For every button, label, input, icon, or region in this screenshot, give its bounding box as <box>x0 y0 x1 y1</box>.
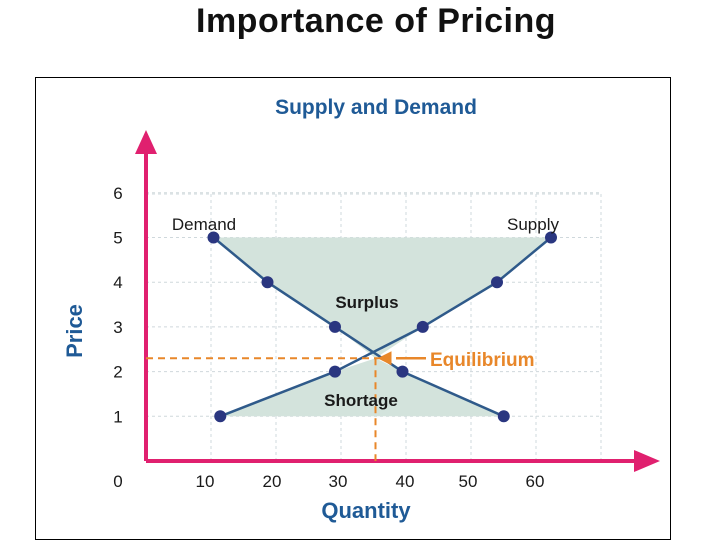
y-tick-label: 5 <box>113 229 122 248</box>
equilibrium-guides <box>146 351 426 461</box>
x-axis-arrow-icon <box>634 450 660 472</box>
x-axis-title: Quantity <box>321 498 411 523</box>
equilibrium-arrow-icon <box>377 351 392 366</box>
chart-title: Supply and Demand <box>275 96 477 119</box>
y-tick-label: 2 <box>113 363 122 382</box>
y-tick-label: 4 <box>113 273 122 292</box>
supply-point <box>214 410 227 423</box>
shortage-region <box>220 358 504 417</box>
equilibrium-label: Equilibrium <box>430 350 535 371</box>
x-tick-label: 30 <box>329 472 348 491</box>
supply-point <box>329 365 341 378</box>
demand-point <box>261 276 274 289</box>
demand-point <box>497 410 510 423</box>
chart-frame: Supply and Demand 1 2 3 4 5 6 0 10 20 30 40 50 60 Qua… <box>35 77 671 540</box>
y-tick-label: 1 <box>113 407 122 426</box>
supply-label: Supply <box>507 215 559 234</box>
y-axis-arrow-icon <box>135 130 157 154</box>
supply-point <box>545 231 557 244</box>
y-axis-title: Price <box>62 304 87 358</box>
shortage-label: Shortage <box>324 391 398 410</box>
demand-point <box>329 320 341 333</box>
x-tick-label: 50 <box>459 472 478 491</box>
demand-point <box>207 231 220 244</box>
supply-point <box>416 320 429 333</box>
demand-label: Demand <box>172 215 236 234</box>
x-tick-label: 40 <box>396 472 415 491</box>
surplus-region <box>213 237 551 359</box>
axes <box>135 130 660 472</box>
x-tick-label: 60 <box>526 472 545 491</box>
x-tick-label: 0 <box>113 472 122 491</box>
supply-point <box>491 276 503 289</box>
y-tick-label: 3 <box>113 318 122 337</box>
surplus-label: Surplus <box>335 293 398 312</box>
series-markers <box>207 231 557 423</box>
demand-point <box>396 365 409 378</box>
regions <box>213 237 551 417</box>
x-tick-label: 10 <box>196 472 215 491</box>
y-tick-label: 6 <box>113 184 122 203</box>
x-tick-label: 20 <box>263 472 282 491</box>
slide-title: Importance of Pricing <box>196 2 556 40</box>
